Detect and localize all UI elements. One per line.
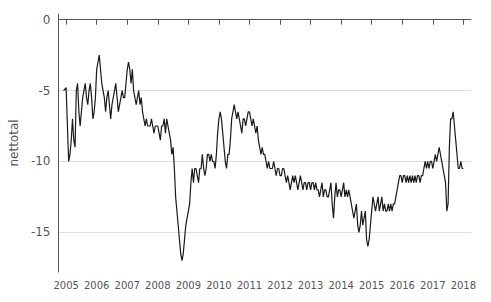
svg-text:0: 0 <box>43 13 51 27</box>
svg-text:2018: 2018 <box>451 280 476 291</box>
svg-text:2015: 2015 <box>359 280 384 291</box>
svg-text:2007: 2007 <box>115 280 140 291</box>
svg-text:2014: 2014 <box>328 280 353 291</box>
svg-text:2006: 2006 <box>84 280 109 291</box>
svg-text:2008: 2008 <box>145 280 170 291</box>
svg-text:-10: -10 <box>31 154 51 168</box>
svg-text:2009: 2009 <box>176 280 201 291</box>
svg-text:-5: -5 <box>39 84 51 98</box>
svg-text:2012: 2012 <box>267 280 292 291</box>
svg-text:2013: 2013 <box>298 280 323 291</box>
svg-text:2016: 2016 <box>390 280 415 291</box>
svg-text:2005: 2005 <box>53 280 78 291</box>
svg-text:2017: 2017 <box>420 280 445 291</box>
svg-text:-15: -15 <box>31 225 51 239</box>
svg-text:2011: 2011 <box>237 280 262 291</box>
svg-text:2010: 2010 <box>206 280 231 291</box>
svg-text:nettotal: nettotal <box>7 119 21 166</box>
